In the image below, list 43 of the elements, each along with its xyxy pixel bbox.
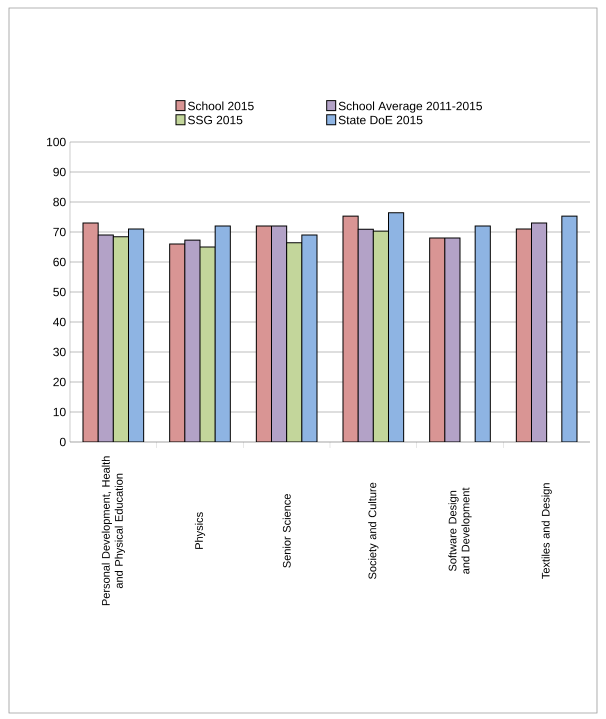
bar (112, 236, 129, 442)
bar (516, 228, 532, 442)
bar (474, 225, 491, 442)
x-tick-label: Personal Development, Health and Physical Education (102, 456, 125, 606)
bar (82, 222, 99, 442)
bar (200, 246, 216, 442)
y-tick-label: 70 (53, 228, 66, 236)
legend-label: School Average 2011-2015 (338, 101, 482, 113)
bar (256, 225, 272, 442)
y-tick-label: 80 (53, 198, 66, 206)
bar (286, 242, 302, 442)
legend-label: School 2015 (188, 101, 254, 110)
bar (561, 216, 578, 442)
bar (301, 234, 318, 442)
x-tick-label: Senior Science (282, 494, 291, 568)
bar (98, 234, 114, 442)
legend-label: SSG 2015 (188, 116, 242, 124)
y-tick-label: 50 (53, 288, 66, 296)
y-tick-label: 100 (47, 138, 66, 146)
y-tick-label: 60 (53, 258, 66, 266)
bar (169, 243, 186, 442)
x-tick-label: Society and Culture (368, 482, 378, 579)
x-tick-label: Software Design and Development (448, 488, 472, 574)
bar (444, 237, 460, 442)
bar (358, 228, 374, 442)
y-tick-label: 10 (54, 408, 66, 416)
bar (184, 240, 200, 442)
bar (214, 225, 231, 442)
bar (429, 237, 446, 442)
y-tick-label: 90 (53, 168, 66, 176)
y-tick-label: 0 (60, 438, 66, 446)
y-tick-label: 40 (53, 318, 66, 326)
bar (372, 230, 389, 442)
legend-label: State DoE 2015 (338, 116, 422, 124)
bar (128, 228, 144, 442)
x-tick-label: Textiles and Design (542, 483, 552, 579)
bar (270, 225, 288, 442)
bar (388, 212, 404, 442)
bar (342, 216, 359, 442)
y-tick-label: 30 (53, 348, 66, 356)
x-tick-label: Physics (194, 512, 206, 549)
bar (530, 222, 548, 442)
y-tick-label: 20 (53, 378, 66, 386)
